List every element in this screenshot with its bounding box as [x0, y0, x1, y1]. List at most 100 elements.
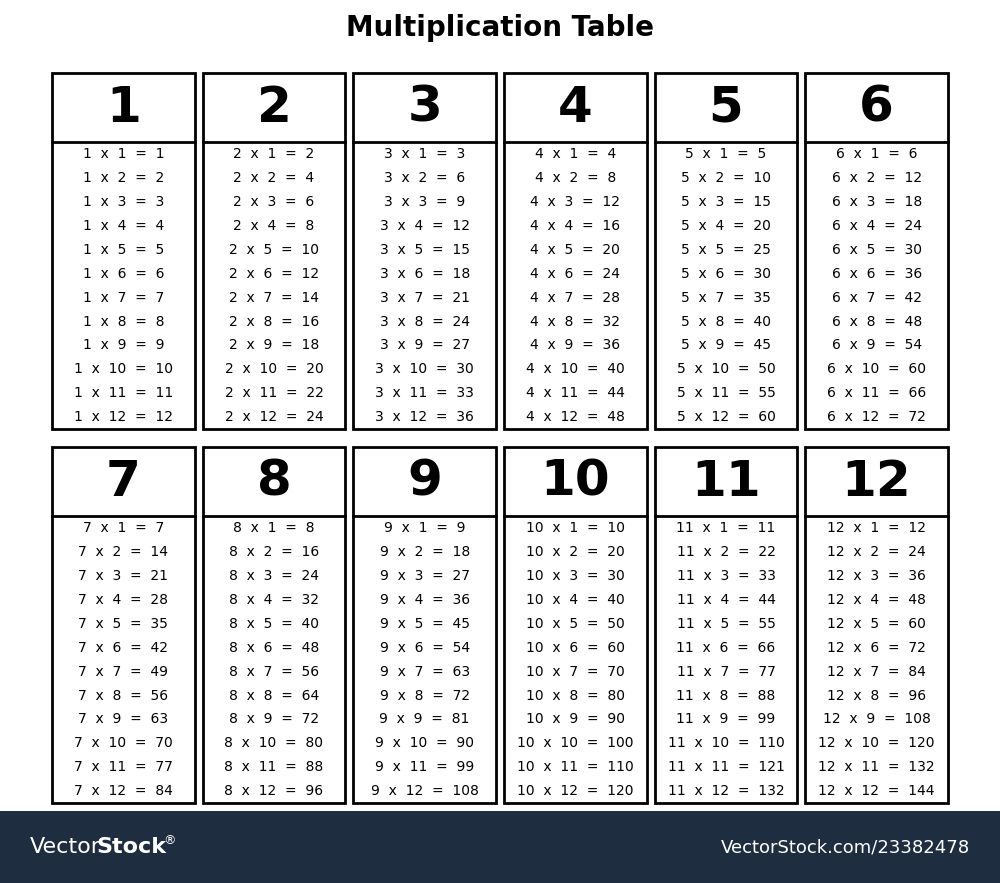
Text: 11  x  11  =  121: 11 x 11 = 121 [668, 760, 784, 774]
Text: 5  x  10  =  50: 5 x 10 = 50 [677, 362, 775, 376]
Text: 11  x  1  =  11: 11 x 1 = 11 [676, 521, 776, 535]
Text: 12  x  1  =  12: 12 x 1 = 12 [827, 521, 926, 535]
Text: 6  x  8  =  48: 6 x 8 = 48 [832, 314, 922, 328]
Text: 6  x  12  =  72: 6 x 12 = 72 [827, 410, 926, 424]
Text: 2  x  3  =  6: 2 x 3 = 6 [233, 195, 315, 209]
Text: 6  x  6  =  36: 6 x 6 = 36 [832, 267, 922, 281]
Text: 5  x  12  =  60: 5 x 12 = 60 [677, 410, 775, 424]
Text: 10  x  8  =  80: 10 x 8 = 80 [526, 689, 625, 703]
Text: 11: 11 [691, 457, 761, 506]
Text: 10  x  10  =  100: 10 x 10 = 100 [517, 736, 634, 751]
Text: 7  x  10  =  70: 7 x 10 = 70 [74, 736, 173, 751]
Text: 6  x  1  =  6: 6 x 1 = 6 [836, 147, 917, 162]
Text: 9  x  2  =  18: 9 x 2 = 18 [380, 545, 470, 559]
Text: 10  x  5  =  50: 10 x 5 = 50 [526, 617, 625, 630]
Text: 9  x  10  =  90: 9 x 10 = 90 [375, 736, 474, 751]
Text: 12  x  8  =  96: 12 x 8 = 96 [827, 689, 926, 703]
Bar [655, 447, 797, 803]
Text: 10  x  11  =  110: 10 x 11 = 110 [517, 760, 634, 774]
Text: 1  x  3  =  3: 1 x 3 = 3 [83, 195, 164, 209]
Text: 1  x  8  =  8: 1 x 8 = 8 [83, 314, 164, 328]
Text: 9  x  11  =  99: 9 x 11 = 99 [375, 760, 474, 774]
Text: 8  x  2  =  16: 8 x 2 = 16 [229, 545, 319, 559]
Text: 11  x  5  =  55: 11 x 5 = 55 [677, 617, 775, 630]
Text: 6  x  7  =  42: 6 x 7 = 42 [832, 291, 922, 305]
Text: 7  x  8  =  56: 7 x 8 = 56 [78, 689, 168, 703]
Text: 2  x  5  =  10: 2 x 5 = 10 [229, 243, 319, 257]
Text: 8  x  4  =  32: 8 x 4 = 32 [229, 593, 319, 607]
Text: 12  x  4  =  48: 12 x 4 = 48 [827, 593, 926, 607]
Text: 11  x  12  =  132: 11 x 12 = 132 [668, 784, 784, 798]
Text: 7  x  1  =  7: 7 x 1 = 7 [83, 521, 164, 535]
Text: 2  x  2  =  4: 2 x 2 = 4 [233, 171, 315, 185]
Text: 5  x  11  =  55: 5 x 11 = 55 [677, 386, 775, 400]
Text: 7  x  6  =  42: 7 x 6 = 42 [78, 641, 168, 655]
Text: 8  x  1  =  8: 8 x 1 = 8 [233, 521, 315, 535]
Text: ®: ® [163, 834, 176, 848]
Bar [504, 447, 647, 803]
Text: 3  x  11  =  33: 3 x 11 = 33 [375, 386, 474, 400]
Text: 12  x  7  =  84: 12 x 7 = 84 [827, 665, 926, 679]
Bar [353, 447, 496, 803]
Text: 8  x  5  =  40: 8 x 5 = 40 [229, 617, 319, 630]
Text: 5: 5 [709, 84, 743, 132]
Text: 12  x  12  =  144: 12 x 12 = 144 [818, 784, 935, 798]
Text: 8  x  12  =  96: 8 x 12 = 96 [224, 784, 324, 798]
Text: 10  x  4  =  40: 10 x 4 = 40 [526, 593, 625, 607]
Text: 2  x  1  =  2: 2 x 1 = 2 [233, 147, 315, 162]
Text: 11  x  9  =  99: 11 x 9 = 99 [676, 713, 776, 727]
Text: 2: 2 [257, 84, 291, 132]
Bar [203, 73, 345, 429]
Text: 9  x  7  =  63: 9 x 7 = 63 [380, 665, 470, 679]
Text: 12  x  3  =  36: 12 x 3 = 36 [827, 570, 926, 583]
Text: 7  x  7  =  49: 7 x 7 = 49 [78, 665, 168, 679]
Text: 2  x  9  =  18: 2 x 9 = 18 [229, 338, 319, 352]
Text: 10  x  1  =  10: 10 x 1 = 10 [526, 521, 625, 535]
Text: 4  x  5  =  20: 4 x 5 = 20 [530, 243, 620, 257]
Text: 5  x  1  =  5: 5 x 1 = 5 [685, 147, 767, 162]
Text: 3  x  10  =  30: 3 x 10 = 30 [375, 362, 474, 376]
Text: 12  x  9  =  108: 12 x 9 = 108 [823, 713, 931, 727]
Text: 5  x  5  =  25: 5 x 5 = 25 [681, 243, 771, 257]
Text: 1: 1 [106, 84, 141, 132]
Text: 9  x  9  =  81: 9 x 9 = 81 [379, 713, 470, 727]
Text: 7  x  4  =  28: 7 x 4 = 28 [78, 593, 168, 607]
Text: 6  x  11  =  66: 6 x 11 = 66 [827, 386, 926, 400]
Text: 4  x  1  =  4: 4 x 1 = 4 [535, 147, 616, 162]
Text: 7  x  2  =  14: 7 x 2 = 14 [78, 545, 168, 559]
Text: 3  x  3  =  9: 3 x 3 = 9 [384, 195, 465, 209]
Text: 2  x  10  =  20: 2 x 10 = 20 [225, 362, 323, 376]
Text: 1  x  11  =  11: 1 x 11 = 11 [74, 386, 173, 400]
Text: 12  x  5  =  60: 12 x 5 = 60 [827, 617, 926, 630]
Text: 3  x  5  =  15: 3 x 5 = 15 [380, 243, 470, 257]
Text: 5  x  9  =  45: 5 x 9 = 45 [681, 338, 771, 352]
Text: 6  x  4  =  24: 6 x 4 = 24 [832, 219, 922, 233]
Bar [203, 447, 345, 803]
Text: 4  x  3  =  12: 4 x 3 = 12 [530, 195, 620, 209]
Text: 4  x  7  =  28: 4 x 7 = 28 [530, 291, 620, 305]
Text: 11  x  8  =  88: 11 x 8 = 88 [676, 689, 776, 703]
Text: 6  x  3  =  18: 6 x 3 = 18 [832, 195, 922, 209]
Text: 5  x  7  =  35: 5 x 7 = 35 [681, 291, 771, 305]
Text: 10  x  9  =  90: 10 x 9 = 90 [526, 713, 625, 727]
Text: 5  x  8  =  40: 5 x 8 = 40 [681, 314, 771, 328]
Text: VectorStock.com/23382478: VectorStock.com/23382478 [721, 838, 970, 856]
Text: 2  x  4  =  8: 2 x 4 = 8 [233, 219, 315, 233]
Text: 12  x  11  =  132: 12 x 11 = 132 [818, 760, 935, 774]
Text: 5  x  4  =  20: 5 x 4 = 20 [681, 219, 771, 233]
Text: 1  x  12  =  12: 1 x 12 = 12 [74, 410, 173, 424]
Text: 9  x  5  =  45: 9 x 5 = 45 [380, 617, 470, 630]
Text: 10  x  12  =  120: 10 x 12 = 120 [517, 784, 634, 798]
Text: 9  x  6  =  54: 9 x 6 = 54 [380, 641, 470, 655]
Text: Stock: Stock [96, 837, 166, 857]
Bar [0, 811, 1000, 883]
Bar [52, 447, 195, 803]
Text: 3  x  7  =  21: 3 x 7 = 21 [380, 291, 470, 305]
Text: 11  x  6  =  66: 11 x 6 = 66 [676, 641, 776, 655]
Text: 6: 6 [859, 84, 894, 132]
Text: 9  x  12  =  108: 9 x 12 = 108 [371, 784, 479, 798]
Text: 1  x  2  =  2: 1 x 2 = 2 [83, 171, 164, 185]
Text: 7  x  11  =  77: 7 x 11 = 77 [74, 760, 173, 774]
Text: 4  x  2  =  8: 4 x 2 = 8 [535, 171, 616, 185]
Text: 10  x  3  =  30: 10 x 3 = 30 [526, 570, 625, 583]
